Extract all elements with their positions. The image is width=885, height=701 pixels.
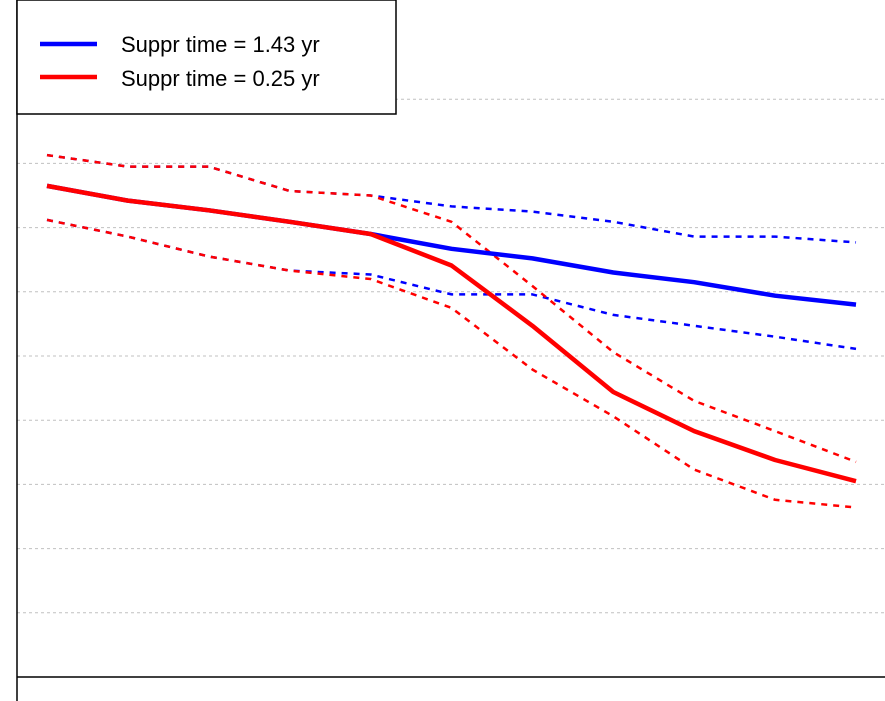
series-line-6 xyxy=(46,218,857,509)
series-line-4 xyxy=(46,183,857,484)
legend-label-1: Suppr time = 1.43 yr xyxy=(121,32,320,57)
legend-label-2: Suppr time = 0.25 yr xyxy=(121,66,320,91)
axes xyxy=(16,0,885,701)
legend: Suppr time = 1.43 yr Suppr time = 0.25 y… xyxy=(16,0,397,115)
series-line-5 xyxy=(46,153,857,464)
grid-lines xyxy=(17,98,885,614)
legend-box xyxy=(16,0,397,115)
series-line-2 xyxy=(46,153,857,244)
series-lines xyxy=(46,153,857,509)
series-line-3 xyxy=(46,218,857,351)
